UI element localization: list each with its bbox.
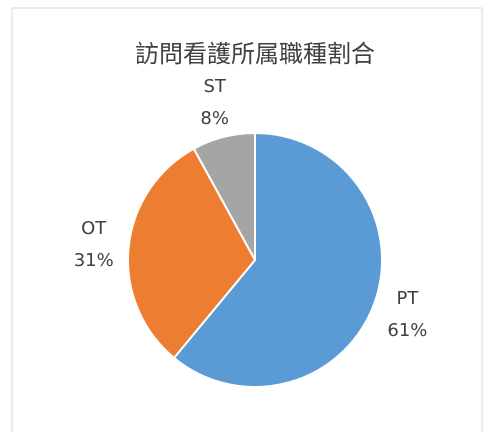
slice-value-label: 61% — [387, 320, 427, 341]
slice-category-label: OT — [81, 218, 107, 239]
slice-category-label: PT — [396, 288, 419, 309]
slice-value-label: 31% — [74, 250, 114, 271]
pie-slice — [192, 131, 256, 261]
chart-title: 訪問看護所属職種割合 — [135, 40, 375, 68]
pie-slice — [172, 131, 383, 388]
pie-slice — [127, 147, 257, 360]
slice-category-label: ST — [204, 76, 227, 97]
slice-value-label: 8% — [200, 108, 229, 129]
